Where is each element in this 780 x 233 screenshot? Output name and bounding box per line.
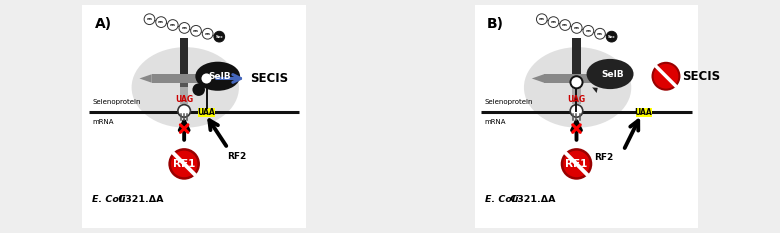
Text: aa: aa bbox=[158, 20, 164, 24]
Text: aa: aa bbox=[170, 23, 176, 27]
Text: mRNA: mRNA bbox=[93, 119, 114, 125]
Text: aa: aa bbox=[182, 26, 187, 30]
Text: C321.ΔA: C321.ΔA bbox=[115, 195, 163, 204]
Circle shape bbox=[156, 17, 166, 27]
Circle shape bbox=[169, 149, 199, 178]
Circle shape bbox=[606, 31, 617, 42]
Bar bbox=[180, 74, 189, 87]
Bar bbox=[152, 74, 201, 83]
Ellipse shape bbox=[587, 59, 633, 89]
Text: aa: aa bbox=[204, 32, 211, 36]
Circle shape bbox=[653, 63, 679, 90]
Circle shape bbox=[200, 72, 213, 85]
Ellipse shape bbox=[132, 47, 239, 128]
Circle shape bbox=[202, 28, 213, 39]
Polygon shape bbox=[201, 74, 207, 83]
Text: B): B) bbox=[487, 17, 504, 31]
Text: UAG: UAG bbox=[567, 95, 586, 104]
Text: SelB: SelB bbox=[208, 72, 231, 81]
Text: E. Coli: E. Coli bbox=[93, 195, 126, 204]
Circle shape bbox=[178, 105, 190, 117]
Circle shape bbox=[190, 25, 201, 36]
Bar bbox=[573, 38, 581, 79]
Text: C321.ΔA: C321.ΔA bbox=[507, 195, 555, 204]
Circle shape bbox=[537, 14, 548, 24]
Text: mRNA: mRNA bbox=[485, 119, 506, 125]
Circle shape bbox=[168, 20, 178, 30]
Text: Selenoprotein: Selenoprotein bbox=[485, 99, 534, 105]
Circle shape bbox=[560, 20, 570, 30]
Circle shape bbox=[562, 149, 591, 178]
Bar bbox=[636, 108, 651, 117]
Polygon shape bbox=[140, 74, 152, 83]
Polygon shape bbox=[594, 74, 600, 83]
Circle shape bbox=[570, 76, 583, 88]
Bar bbox=[544, 74, 594, 83]
Text: SECIS: SECIS bbox=[250, 72, 289, 85]
Text: aa: aa bbox=[574, 26, 580, 30]
Text: UAG: UAG bbox=[175, 95, 193, 104]
Text: RF1: RF1 bbox=[173, 159, 195, 169]
Bar bbox=[573, 74, 581, 87]
Text: UAA: UAA bbox=[197, 108, 215, 117]
Bar bbox=[180, 79, 189, 104]
Circle shape bbox=[571, 23, 582, 33]
Ellipse shape bbox=[524, 47, 631, 128]
Text: RF1: RF1 bbox=[566, 159, 587, 169]
Text: aa: aa bbox=[597, 32, 603, 36]
Bar bbox=[198, 108, 215, 117]
Text: Selenoprotein: Selenoprotein bbox=[93, 99, 141, 105]
Polygon shape bbox=[592, 87, 597, 93]
Text: aa: aa bbox=[562, 23, 568, 27]
Text: UAA: UAA bbox=[635, 108, 653, 117]
Bar bbox=[573, 79, 581, 104]
Text: E. Coli: E. Coli bbox=[485, 195, 518, 204]
Text: Sec: Sec bbox=[215, 35, 223, 39]
Text: SECIS: SECIS bbox=[682, 70, 720, 83]
Text: aa: aa bbox=[585, 29, 591, 33]
Circle shape bbox=[548, 17, 558, 27]
Ellipse shape bbox=[195, 62, 240, 91]
Circle shape bbox=[594, 28, 605, 39]
Circle shape bbox=[179, 23, 190, 33]
FancyBboxPatch shape bbox=[473, 2, 700, 231]
Circle shape bbox=[583, 25, 594, 36]
Text: RF2: RF2 bbox=[594, 153, 613, 162]
Text: aa: aa bbox=[539, 17, 544, 21]
Polygon shape bbox=[532, 74, 544, 83]
Bar bbox=[180, 38, 189, 79]
Text: aa: aa bbox=[147, 17, 152, 21]
Text: aa: aa bbox=[551, 20, 556, 24]
Circle shape bbox=[570, 105, 583, 117]
Text: RF2: RF2 bbox=[227, 152, 246, 161]
Circle shape bbox=[214, 31, 225, 42]
Circle shape bbox=[144, 14, 155, 24]
FancyBboxPatch shape bbox=[80, 2, 308, 231]
Circle shape bbox=[193, 83, 205, 96]
Text: SelB: SelB bbox=[601, 69, 623, 79]
Text: aa: aa bbox=[193, 29, 199, 33]
Text: Sec: Sec bbox=[608, 35, 615, 39]
Text: A): A) bbox=[94, 17, 112, 31]
